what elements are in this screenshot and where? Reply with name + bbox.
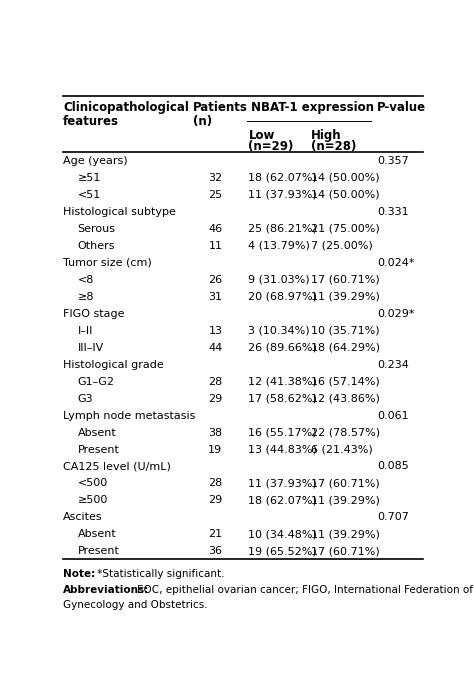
Text: 14 (50.00%): 14 (50.00%) xyxy=(311,173,380,183)
Text: 18 (62.07%): 18 (62.07%) xyxy=(248,173,317,183)
Text: 11 (37.93%): 11 (37.93%) xyxy=(248,190,317,200)
Text: 0.707: 0.707 xyxy=(377,513,409,522)
Text: ≥51: ≥51 xyxy=(78,173,101,183)
Text: 21 (75.00%): 21 (75.00%) xyxy=(311,224,380,234)
Text: ≥500: ≥500 xyxy=(78,495,108,506)
Text: 0.085: 0.085 xyxy=(377,462,409,471)
Text: 25: 25 xyxy=(208,190,222,200)
Text: 9 (31.03%): 9 (31.03%) xyxy=(248,275,310,285)
Text: CA125 level (U/mL): CA125 level (U/mL) xyxy=(63,462,171,471)
Text: Absent: Absent xyxy=(78,529,117,539)
Text: 25 (86.21%): 25 (86.21%) xyxy=(248,224,317,234)
Text: 19: 19 xyxy=(208,444,222,455)
Text: 17 (60.71%): 17 (60.71%) xyxy=(311,275,380,285)
Text: 18 (64.29%): 18 (64.29%) xyxy=(311,342,380,353)
Text: Clinicopathological: Clinicopathological xyxy=(63,101,189,114)
Text: 10 (35.71%): 10 (35.71%) xyxy=(311,326,380,336)
Text: III–IV: III–IV xyxy=(78,342,104,353)
Text: 20 (68.97%): 20 (68.97%) xyxy=(248,291,318,302)
Text: <8: <8 xyxy=(78,275,94,285)
Text: Lymph node metastasis: Lymph node metastasis xyxy=(63,411,195,420)
Text: 19 (65.52%): 19 (65.52%) xyxy=(248,546,317,556)
Text: NBAT-1 expression: NBAT-1 expression xyxy=(251,101,374,114)
Text: 11: 11 xyxy=(209,240,222,251)
Text: Ascites: Ascites xyxy=(63,513,102,522)
Text: 13: 13 xyxy=(209,326,222,336)
Text: Absent: Absent xyxy=(78,427,117,438)
Text: 16 (55.17%): 16 (55.17%) xyxy=(248,427,317,438)
Text: 38: 38 xyxy=(208,427,222,438)
Text: Abbreviations:: Abbreviations: xyxy=(63,584,149,595)
Text: Histological grade: Histological grade xyxy=(63,360,164,369)
Text: High: High xyxy=(311,130,341,143)
Text: 11 (39.29%): 11 (39.29%) xyxy=(311,291,380,302)
Text: Tumor size (cm): Tumor size (cm) xyxy=(63,258,152,268)
Text: 12 (43.86%): 12 (43.86%) xyxy=(311,393,380,404)
Text: Low: Low xyxy=(248,130,275,143)
Text: 29: 29 xyxy=(208,393,222,404)
Text: Others: Others xyxy=(78,240,115,251)
Text: 0.029*: 0.029* xyxy=(377,309,414,319)
Text: 44: 44 xyxy=(208,342,222,353)
Text: Present: Present xyxy=(78,546,119,556)
Text: 0.357: 0.357 xyxy=(377,156,409,166)
Text: 32: 32 xyxy=(208,173,222,183)
Text: G1–G2: G1–G2 xyxy=(78,377,115,387)
Text: 3 (10.34%): 3 (10.34%) xyxy=(248,326,310,336)
Text: 11 (37.93%): 11 (37.93%) xyxy=(248,478,317,489)
Text: Serous: Serous xyxy=(78,224,116,234)
Text: 17 (60.71%): 17 (60.71%) xyxy=(311,546,380,556)
Text: Histological subtype: Histological subtype xyxy=(63,207,176,217)
Text: Gynecology and Obstetrics.: Gynecology and Obstetrics. xyxy=(63,601,208,610)
Text: 22 (78.57%): 22 (78.57%) xyxy=(311,427,380,438)
Text: Present: Present xyxy=(78,444,119,455)
Text: features: features xyxy=(63,114,119,127)
Text: 0.024*: 0.024* xyxy=(377,258,414,268)
Text: 13 (44.83%): 13 (44.83%) xyxy=(248,444,317,455)
Text: 10 (34.48%): 10 (34.48%) xyxy=(248,529,317,539)
Text: 26 (89.66%): 26 (89.66%) xyxy=(248,342,317,353)
Text: 46: 46 xyxy=(208,224,222,234)
Text: 26: 26 xyxy=(208,275,222,285)
Text: 7 (25.00%): 7 (25.00%) xyxy=(311,240,373,251)
Text: *Statistically significant.: *Statistically significant. xyxy=(94,568,225,579)
Text: Note:: Note: xyxy=(63,568,95,579)
Text: P-value: P-value xyxy=(377,101,426,114)
Text: 31: 31 xyxy=(209,291,222,302)
Text: <500: <500 xyxy=(78,478,108,489)
Text: (n=28): (n=28) xyxy=(311,140,356,153)
Text: I–II: I–II xyxy=(78,326,93,336)
Text: 4 (13.79%): 4 (13.79%) xyxy=(248,240,310,251)
Text: G3: G3 xyxy=(78,393,93,404)
Text: 14 (50.00%): 14 (50.00%) xyxy=(311,190,380,200)
Text: 17 (60.71%): 17 (60.71%) xyxy=(311,478,380,489)
Text: 0.061: 0.061 xyxy=(377,411,409,420)
Text: ≥8: ≥8 xyxy=(78,291,94,302)
Text: 29: 29 xyxy=(208,495,222,506)
Text: 36: 36 xyxy=(209,546,222,556)
Text: 16 (57.14%): 16 (57.14%) xyxy=(311,377,380,387)
Text: 0.331: 0.331 xyxy=(377,207,409,217)
Text: 17 (58.62%): 17 (58.62%) xyxy=(248,393,317,404)
Text: 28: 28 xyxy=(208,377,222,387)
Text: FIGO stage: FIGO stage xyxy=(63,309,124,319)
Text: 11 (39.29%): 11 (39.29%) xyxy=(311,529,380,539)
Text: 21: 21 xyxy=(208,529,222,539)
Text: 11 (39.29%): 11 (39.29%) xyxy=(311,495,380,506)
Text: Age (years): Age (years) xyxy=(63,156,128,166)
Text: (n): (n) xyxy=(193,114,212,127)
Text: 12 (41.38%): 12 (41.38%) xyxy=(248,377,317,387)
Text: <51: <51 xyxy=(78,190,101,200)
Text: Patients: Patients xyxy=(193,101,248,114)
Text: 28: 28 xyxy=(208,478,222,489)
Text: 18 (62.07%): 18 (62.07%) xyxy=(248,495,317,506)
Text: 6 (21.43%): 6 (21.43%) xyxy=(311,444,373,455)
Text: EOC, epithelial ovarian cancer; FIGO, International Federation of: EOC, epithelial ovarian cancer; FIGO, In… xyxy=(137,584,473,595)
Text: 0.234: 0.234 xyxy=(377,360,409,369)
Text: (n=29): (n=29) xyxy=(248,140,294,153)
